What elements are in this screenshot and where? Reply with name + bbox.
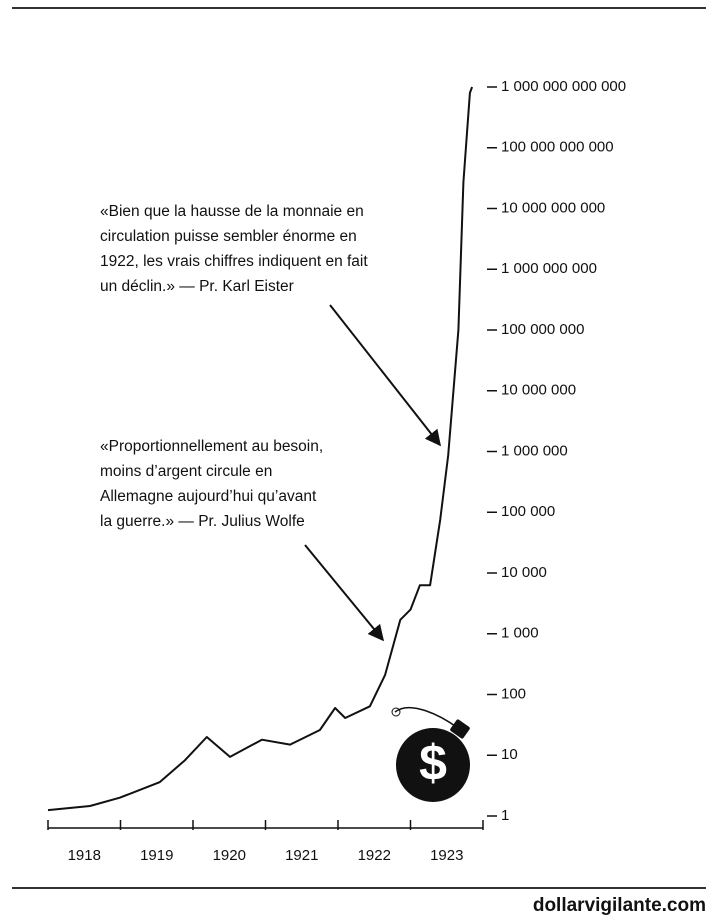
x-tick-label: 1923 (430, 847, 463, 864)
x-tick-label: 1919 (140, 847, 173, 864)
y-tick-label: 1 (501, 807, 509, 824)
y-tick-label: 10 000 000 000 (501, 199, 605, 216)
y-tick-label: 1 000 000 (501, 442, 568, 459)
bomb-icon: $ (391, 706, 470, 802)
y-tick-label: 10 (501, 746, 518, 763)
line (47, 86, 474, 812)
x-tick-label: 1918 (68, 847, 101, 864)
y-tick-label: 100 (501, 685, 526, 702)
y-tick-label: 100 000 000 (501, 321, 584, 338)
y-tick-label: 1 000 (501, 625, 539, 642)
y-tick-label: 100 000 (501, 503, 555, 520)
y-tick-label: 1 000 000 000 000 (501, 78, 626, 95)
annotation: «Bien que la hausse de la monnaie en (100, 203, 364, 220)
annotation: 1922, les vrais chiffres indiquent en fa… (100, 253, 368, 270)
arrow (329, 304, 441, 447)
x-tick-label: 1921 (285, 847, 318, 864)
annotation: «Proportionnellement au besoin, (100, 438, 323, 455)
annotation: moins d’argent circule en (100, 463, 272, 480)
annotation: la guerre.» — Pr. Julius Wolfe (100, 513, 305, 530)
x-tick-label: 1922 (358, 847, 391, 864)
annotation: Allemagne aujourd’hui qu’avant (100, 488, 317, 505)
svg-text:$: $ (419, 735, 447, 791)
y-tick-label: 10 000 (501, 564, 547, 581)
y-tick-label: 100 000 000 000 (501, 139, 614, 156)
annotation: un déclin.» — Pr. Karl Eister (100, 278, 294, 295)
y-tick-label: 10 000 000 (501, 382, 576, 399)
source: dollarvigilante.com (533, 895, 706, 916)
x-tick-label: 1920 (213, 847, 246, 864)
annotation: circulation puisse sembler énorme en (100, 228, 357, 245)
y-tick-label: 1 000 000 000 (501, 260, 597, 277)
arrow (304, 544, 385, 642)
